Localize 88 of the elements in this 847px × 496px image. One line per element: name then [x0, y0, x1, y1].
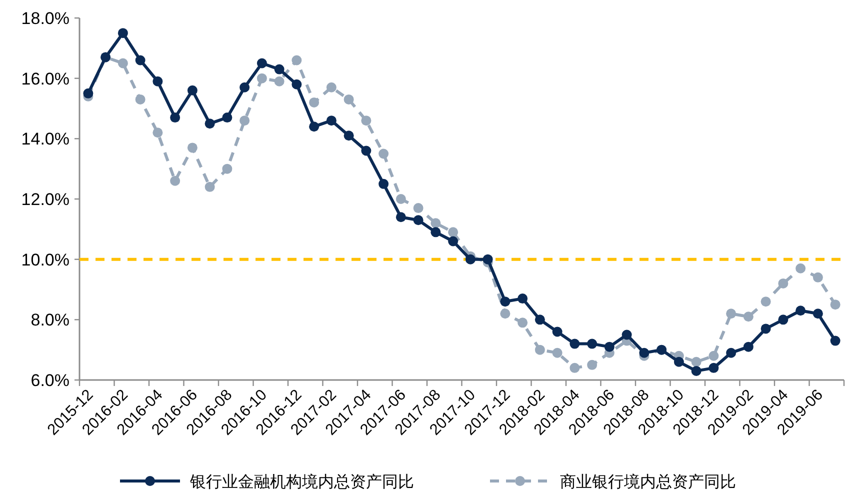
point: [292, 55, 302, 66]
point: [292, 79, 302, 90]
point: [518, 294, 528, 304]
point: [587, 360, 598, 370]
point: [326, 82, 336, 92]
y-tick-label: 6.0%: [30, 371, 70, 390]
point: [256, 58, 267, 68]
legend-item: 银行业金融机构境内总资产同比: [120, 474, 414, 491]
point: [726, 308, 736, 319]
point: [170, 176, 180, 186]
point: [570, 338, 580, 349]
point: [413, 203, 424, 214]
point: [760, 324, 771, 334]
point: [83, 88, 94, 98]
point: [604, 342, 614, 352]
point: [552, 348, 562, 358]
point: [570, 362, 580, 373]
point: [622, 330, 632, 340]
y-tick-label: 18.0%: [21, 9, 70, 28]
point: [344, 94, 354, 104]
point: [135, 55, 146, 66]
point: [240, 116, 250, 126]
point: [691, 356, 702, 367]
point: [500, 308, 510, 319]
point: [796, 263, 806, 274]
point: [726, 348, 736, 358]
point: [830, 336, 840, 346]
point: [639, 348, 650, 358]
point: [326, 116, 336, 126]
point: [344, 130, 354, 141]
point: [482, 254, 493, 264]
point: [743, 312, 754, 322]
point: [534, 314, 545, 325]
point: [204, 118, 215, 129]
point: [830, 300, 840, 310]
point: [309, 97, 320, 108]
point: [448, 236, 458, 246]
point: [448, 227, 458, 238]
point: [309, 122, 320, 132]
point: [396, 212, 406, 222]
point: [674, 356, 684, 367]
legend-label: 商业银行境内总资产同比: [560, 473, 736, 491]
point: [465, 254, 476, 264]
point: [708, 350, 719, 361]
point: [378, 148, 389, 159]
point: [396, 194, 406, 204]
point: [430, 218, 441, 228]
point: [587, 338, 598, 349]
point: [413, 215, 424, 226]
y-tick-label: 16.0%: [21, 69, 70, 88]
point: [274, 64, 284, 74]
point: [743, 342, 754, 352]
point: [256, 73, 267, 84]
point: [812, 308, 823, 319]
point: [187, 142, 198, 153]
point: [708, 362, 719, 373]
point: [187, 85, 198, 96]
point: [760, 296, 771, 307]
point: [152, 76, 163, 86]
y-tick-label: 12.0%: [21, 190, 70, 209]
legend-item: 商业银行境内总资产同比: [490, 474, 736, 491]
point: [430, 227, 441, 238]
point: [796, 306, 806, 316]
y-tick-label: 8.0%: [30, 310, 70, 330]
point: [518, 318, 528, 328]
point: [691, 366, 702, 376]
legend-label: 银行业金融机构境内总资产同比: [189, 473, 414, 491]
y-tick-label: 10.0%: [21, 250, 70, 270]
point: [204, 182, 215, 192]
point: [118, 58, 128, 68]
point: [361, 116, 372, 126]
point: [240, 82, 250, 92]
y-tick-label: 14.0%: [21, 130, 70, 149]
point: [135, 94, 146, 104]
point: [222, 112, 232, 123]
point: [778, 314, 788, 325]
point: [778, 278, 788, 288]
point: [534, 344, 545, 355]
point: [378, 178, 389, 189]
point: [222, 164, 232, 174]
point: [552, 326, 562, 337]
point: [170, 112, 180, 123]
point: [274, 76, 284, 86]
point: [118, 28, 128, 38]
point: [812, 272, 823, 282]
point: [152, 128, 163, 138]
point: [361, 146, 372, 156]
point: [500, 296, 510, 307]
